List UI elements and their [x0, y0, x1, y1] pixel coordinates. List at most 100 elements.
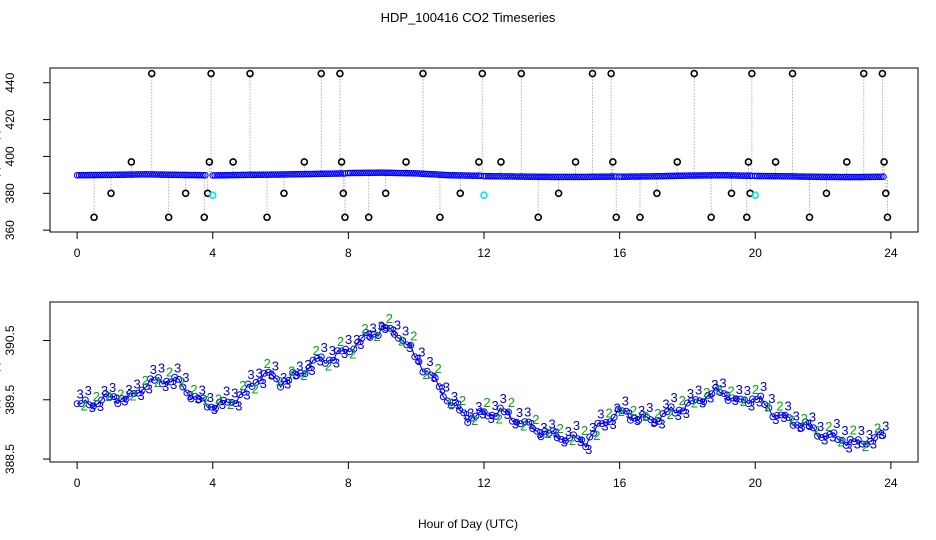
series-point [386, 324, 394, 332]
bottom-x-tick-label: 0 [74, 476, 81, 490]
baseline-point [456, 172, 464, 179]
baseline-point [683, 172, 691, 179]
point-label: 3 [622, 394, 629, 409]
baseline-point [373, 169, 381, 177]
bottom-x-tick-label: 12 [477, 476, 491, 490]
point-label: 2 [227, 397, 234, 412]
baseline-point [800, 173, 808, 180]
series-point [574, 435, 582, 443]
baseline-point [687, 172, 695, 179]
series-point [488, 411, 496, 419]
series-point [704, 391, 712, 399]
point-label: 3 [439, 382, 446, 397]
point-label: 2 [654, 406, 661, 421]
series-point [370, 330, 378, 338]
point-label: 2 [251, 381, 258, 396]
baseline-point [578, 173, 585, 181]
baseline-point [260, 171, 267, 178]
bottom-panel: 3233233233233233233233233233233233233233… [0, 301, 919, 490]
baseline-point [86, 171, 93, 179]
point-label: 3 [772, 412, 779, 427]
series-point [757, 392, 765, 400]
baseline-point [671, 172, 678, 180]
point-label: 3 [585, 442, 592, 457]
baseline-point [317, 170, 324, 178]
series-point [810, 424, 818, 432]
series-point [675, 406, 683, 414]
baseline-point [622, 173, 630, 180]
point-label: 3 [854, 437, 861, 452]
baseline-point [606, 173, 614, 180]
baseline-point [248, 171, 255, 179]
baseline-point [837, 173, 844, 181]
baseline-point [383, 169, 391, 177]
series-point [309, 356, 317, 364]
baseline-point [657, 172, 664, 180]
series-point [740, 396, 748, 404]
baseline-point [537, 173, 545, 181]
baseline-point [169, 171, 177, 179]
baseline-point [527, 173, 535, 180]
baseline-point [147, 171, 154, 178]
series-point [325, 356, 333, 364]
top-x-tick-label: 12 [477, 246, 491, 260]
baseline-point [555, 173, 563, 181]
bottom-x-tick-label: 4 [209, 476, 216, 490]
baseline-point [258, 171, 265, 179]
baseline-point [387, 169, 395, 177]
top-y-tick-label: 420 [3, 109, 17, 129]
baseline-point [347, 169, 354, 177]
baseline-point [118, 171, 126, 178]
series-point [777, 411, 785, 419]
baseline-point [311, 170, 318, 178]
outlier-point [339, 189, 348, 198]
baseline-point [568, 173, 575, 181]
point-label: 3 [182, 370, 189, 385]
baseline-point [827, 173, 834, 181]
baseline-point [792, 173, 800, 180]
baseline-point [716, 171, 723, 179]
baseline-point [149, 171, 156, 178]
baseline-point [138, 171, 146, 178]
top-x-tick-label: 24 [884, 246, 898, 260]
baseline-point [94, 171, 101, 179]
baseline-point [806, 173, 814, 180]
baseline-point [159, 171, 166, 178]
baseline-point [454, 172, 462, 179]
point-label: 3 [414, 352, 421, 367]
baseline-point [231, 171, 239, 179]
bottom-y-tick-label: 389.5 [3, 384, 17, 414]
point-label: 2 [154, 375, 161, 390]
baseline-point [266, 171, 274, 178]
bottom-y-axis-title: approx. ppm [0, 349, 1, 416]
point-label: 2 [642, 409, 649, 424]
outlier-point [478, 69, 487, 78]
point-label: 3 [341, 346, 348, 361]
baseline-point [422, 170, 429, 178]
series-point [846, 435, 854, 443]
baseline-point [871, 173, 879, 181]
baseline-point [404, 169, 411, 177]
point-label: 2 [801, 411, 808, 426]
baseline-point [353, 169, 360, 177]
point-label: 2 [520, 419, 527, 434]
baseline-point [711, 172, 719, 179]
baseline-point [361, 169, 368, 177]
baseline-point [351, 169, 358, 177]
series-point [248, 382, 256, 390]
outlier-point [341, 213, 349, 222]
outlier-point [364, 213, 373, 222]
baseline-point [471, 172, 478, 179]
series-point [272, 375, 280, 383]
baseline-point [831, 173, 838, 181]
point-label: 3 [626, 406, 633, 421]
point-label: 3 [878, 427, 885, 442]
baseline-point [695, 172, 703, 179]
baseline-point [796, 173, 804, 180]
outlier-point [207, 69, 215, 78]
point-label: 3 [77, 387, 84, 402]
point-label: 2 [459, 393, 466, 408]
outlier-point [107, 189, 115, 198]
point-label: 3 [805, 417, 812, 432]
baseline-point [720, 171, 727, 179]
